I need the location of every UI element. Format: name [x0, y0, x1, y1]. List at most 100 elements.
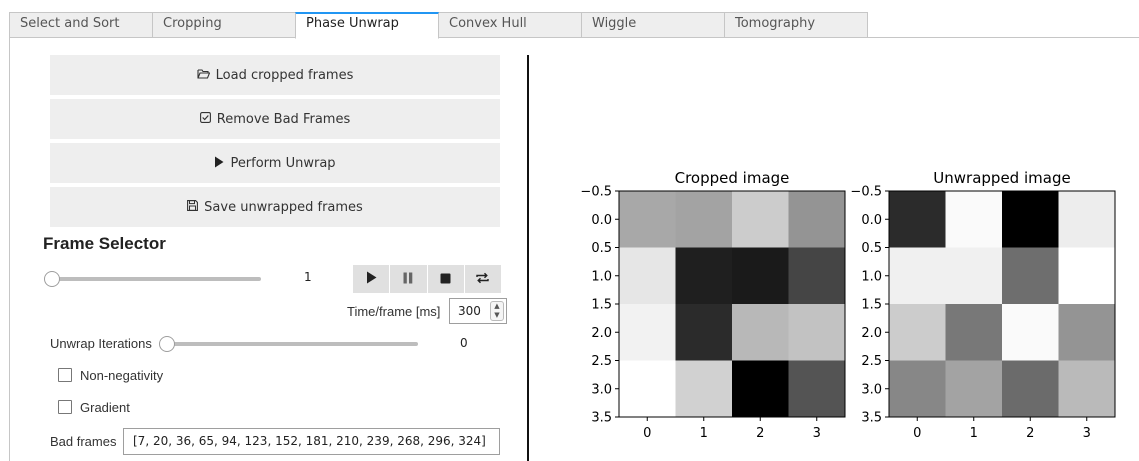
non-negativity-label: Non-negativity	[80, 368, 164, 383]
unwrap-iterations-value: 0	[460, 336, 468, 350]
tab-cropping[interactable]: Cropping	[152, 12, 296, 38]
x-tick-label: 2	[756, 426, 764, 441]
time-per-frame-input[interactable]: 300 ▲ ▼	[449, 298, 507, 324]
heatmap-cell-0-3	[788, 191, 845, 248]
frame-selector-heading: Frame Selector	[43, 234, 166, 253]
x-tick-label: 3	[813, 426, 821, 441]
tab-wiggle[interactable]: Wiggle	[581, 12, 725, 38]
y-tick-label: −0.5	[580, 185, 612, 200]
heatmap-cell-3-2	[732, 360, 789, 417]
plot-title: Unwrapped image	[933, 169, 1070, 187]
heatmap-cell-2-3	[788, 304, 845, 361]
perform-unwrap-label: Perform Unwrap	[230, 155, 336, 171]
save-unwrapped-frames-button[interactable]: Save unwrapped frames	[50, 187, 500, 227]
time-per-frame-label: Time/frame [ms]	[347, 304, 441, 319]
frame-slider-track[interactable]	[52, 277, 261, 281]
unwrap-iterations-slider-track[interactable]	[166, 342, 418, 346]
save-icon	[187, 200, 199, 214]
tab-panel-border	[9, 37, 10, 461]
heatmap-cell-0-1	[945, 191, 1002, 248]
remove-bad-frames-label: Remove Bad Frames	[216, 111, 351, 127]
heatmap-cell-0-0	[889, 191, 946, 248]
play-button[interactable]	[353, 265, 390, 293]
x-tick-label: 0	[913, 426, 921, 441]
pause-button[interactable]	[390, 265, 427, 293]
y-tick-label: 3.5	[591, 411, 612, 426]
load-cropped-frames-button[interactable]: Load cropped frames	[50, 55, 500, 95]
tab-convex-hull[interactable]: Convex Hull	[438, 12, 582, 38]
tab-bar: Select and Sort Cropping Phase Unwrap Co…	[9, 12, 1139, 39]
y-tick-label: 0.5	[591, 241, 612, 256]
heatmap-cell-1-3	[788, 247, 845, 304]
tab-tomography[interactable]: Tomography	[724, 12, 868, 38]
heatmap-cell-0-0	[619, 191, 676, 248]
frame-player	[353, 265, 501, 293]
heatmap-cell-2-2	[732, 304, 789, 361]
perform-unwrap-button[interactable]: Perform Unwrap	[50, 143, 500, 183]
bad-frames-label: Bad frames	[50, 434, 117, 449]
spinner-arrows-icon[interactable]: ▲ ▼	[490, 301, 504, 321]
y-tick-label: 3.0	[591, 382, 612, 397]
heatmap-cell-3-1	[675, 360, 732, 417]
plot-title: Cropped image	[675, 169, 790, 187]
y-tick-label: 2.0	[591, 326, 612, 341]
heatmap-cell-1-0	[889, 247, 946, 304]
frame-value: 1	[304, 270, 312, 284]
x-tick-label: 3	[1083, 426, 1091, 441]
y-tick-label: 1.5	[861, 298, 882, 313]
heatmap-cell-2-0	[619, 304, 676, 361]
x-tick-label: 0	[643, 426, 651, 441]
bad-frames-input[interactable]: [7, 20, 36, 65, 94, 123, 152, 181, 210, …	[123, 428, 500, 455]
unwrap-iterations-slider-handle[interactable]	[159, 336, 175, 352]
heatmap-cell-1-1	[675, 247, 732, 304]
heatmap-cell-3-1	[945, 360, 1002, 417]
heatmap-cell-3-2	[1002, 360, 1059, 417]
panel-divider	[527, 55, 529, 461]
tab-select-and-sort[interactable]: Select and Sort	[9, 12, 153, 38]
heatmap-cell-0-2	[732, 191, 789, 248]
heatmap-cell-2-3	[1058, 304, 1115, 361]
heatmap-cell-1-2	[1002, 247, 1059, 304]
y-tick-label: 0.0	[591, 213, 612, 228]
heatmap-cell-0-2	[1002, 191, 1059, 248]
heatmap-cell-2-1	[945, 304, 1002, 361]
gradient-label: Gradient	[80, 400, 130, 415]
y-tick-label: 1.5	[591, 298, 612, 313]
heatmap-cell-1-2	[732, 247, 789, 304]
repeat-button[interactable]	[464, 265, 501, 293]
save-unwrapped-frames-label: Save unwrapped frames	[204, 199, 363, 215]
unwrap-iterations-label: Unwrap Iterations	[50, 336, 152, 351]
play-icon	[214, 156, 224, 171]
folder-open-icon	[197, 68, 210, 82]
gradient-checkbox[interactable]	[58, 400, 72, 414]
x-tick-label: 2	[1026, 426, 1034, 441]
unwrapped-image-plot: Unwrapped image −0.5 0.0 0.5 1.0 1.5 2.0 2.5 3.0…	[850, 169, 1116, 441]
tab-phase-unwrap[interactable]: Phase Unwrap	[295, 12, 439, 39]
heatmap-cell-2-2	[1002, 304, 1059, 361]
y-tick-label: −0.5	[850, 185, 882, 200]
y-tick-label: 0.5	[861, 241, 882, 256]
play-icon	[366, 271, 377, 287]
heatmap-cell-2-0	[889, 304, 946, 361]
heatmap-cell-1-1	[945, 247, 1002, 304]
heatmap-cell-1-0	[619, 247, 676, 304]
y-tick-label: 2.5	[591, 354, 612, 369]
pause-icon	[403, 272, 413, 287]
x-tick-label: 1	[970, 426, 978, 441]
cropped-image-plot: Cropped image −0.5 0.0 0.5 1.0 1.5 2.0 2.5 3.0 3.…	[580, 169, 846, 441]
heatmap-cell-1-3	[1058, 247, 1115, 304]
y-tick-label: 2.5	[861, 354, 882, 369]
frame-slider-handle[interactable]	[44, 271, 60, 287]
y-tick-label: 1.0	[861, 269, 882, 284]
non-negativity-checkbox[interactable]	[58, 368, 72, 382]
x-tick-label: 1	[700, 426, 708, 441]
heatmap-cell-3-0	[619, 360, 676, 417]
remove-bad-frames-button[interactable]: Remove Bad Frames	[50, 99, 500, 139]
y-tick-label: 3.5	[861, 411, 882, 426]
y-tick-label: 2.0	[861, 326, 882, 341]
repeat-icon	[475, 272, 490, 287]
heatmap-cell-3-3	[788, 360, 845, 417]
stop-button[interactable]	[427, 265, 464, 293]
y-tick-label: 1.0	[591, 269, 612, 284]
time-per-frame-value: 300	[458, 304, 481, 318]
